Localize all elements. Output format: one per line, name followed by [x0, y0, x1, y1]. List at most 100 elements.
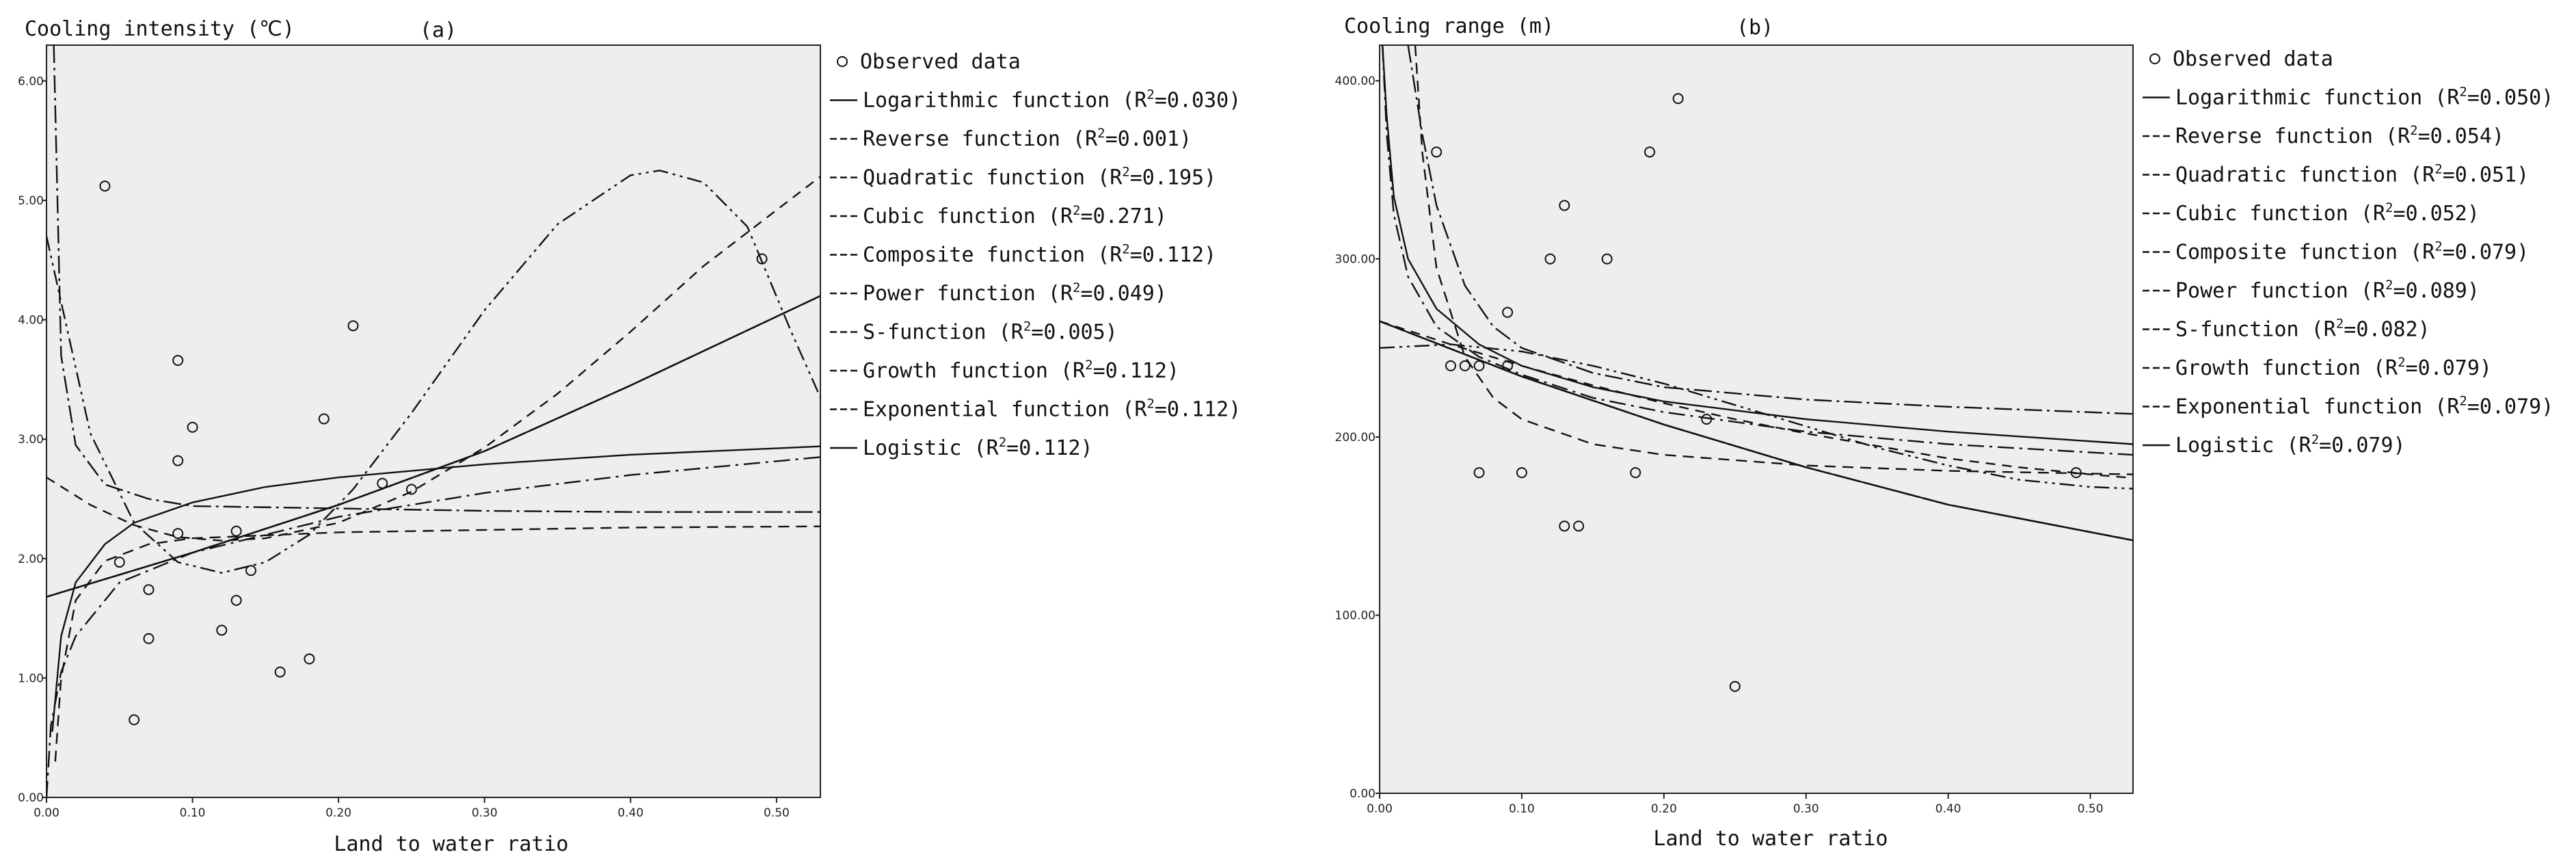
legend-label: Logistic (R2=0.079): [2175, 432, 2406, 458]
y-axis-ticks-a: 0.00 1.00 2.00 3.00 4.00 5.00 6.00: [18, 75, 46, 805]
observed-point: [274, 666, 286, 678]
legend-label: Power function (R2=0.089): [2175, 278, 2480, 303]
legend-label: Composite function (R2=0.079): [2175, 239, 2529, 265]
observed-point: [405, 484, 417, 495]
x-tick-label: 0.50: [764, 806, 790, 820]
x-tick-label: 0.00: [1367, 802, 1393, 816]
curve-reverse-function: [53, 45, 820, 513]
observed-point: [1630, 467, 1641, 479]
legend-label: Logarithmic function (R2=0.050): [2175, 85, 2553, 110]
observed-point: [230, 594, 242, 606]
observed-point: [1729, 680, 1741, 692]
x-axis-ticks-b: 0.00 0.10 0.20 0.30 0.40 0.50: [1367, 793, 2104, 816]
legend-label: Reverse function (R2=0.054): [2175, 123, 2504, 148]
x-tick-label: 0.10: [1509, 802, 1535, 816]
legend-label: Exponential function (R2=0.079): [2175, 394, 2553, 419]
x-tick-label: 0.40: [617, 806, 643, 820]
observed-point: [1473, 360, 1485, 371]
observed-point: [172, 354, 184, 366]
y-tick-label: 6.00: [18, 75, 44, 88]
curve-s-function: [54, 525, 820, 762]
x-tick-label: 0.40: [1935, 802, 1961, 816]
observed-point: [347, 320, 359, 332]
curve-logistic: [1380, 320, 2133, 542]
observed-point: [172, 528, 184, 540]
panel-label-a: (a): [420, 18, 457, 42]
y-tick-label: 100.00: [1335, 609, 1376, 623]
curve-power-function: [1382, 45, 2133, 456]
curve-reverse-function: [1407, 45, 2133, 415]
x-tick-label: 0.00: [33, 806, 59, 820]
observed-point: [1644, 146, 1656, 158]
x-tick-label: 0.30: [472, 806, 498, 820]
curve-power-function: [46, 456, 820, 797]
legend-marker-observed: [2149, 53, 2160, 64]
observed-point: [245, 565, 257, 577]
x-tick-label: 0.50: [2078, 802, 2104, 816]
legend-label: Quadratic function (R2=0.051): [2175, 162, 2529, 187]
legend-label: Cubic function (R2=0.271): [863, 203, 1167, 228]
observed-point: [143, 633, 155, 644]
y-tick-label: 0.00: [1350, 787, 1376, 801]
observed-point: [1573, 520, 1585, 532]
y-tick-label: 2.00: [18, 553, 44, 566]
observed-point: [377, 477, 388, 489]
y-axis-title-b: Cooling range (m): [1344, 14, 1554, 38]
legend-label: S-function (R2=0.005): [863, 319, 1118, 345]
y-tick-label: 400.00: [1335, 75, 1376, 88]
observed-point: [1473, 467, 1485, 479]
observed-point: [1459, 360, 1471, 371]
legend-label: Power function (R2=0.049): [863, 280, 1167, 306]
x-axis-ticks-a: 0.00 0.10 0.20 0.30 0.40 0.50: [33, 797, 790, 820]
plot-area-a: [46, 44, 821, 798]
legend-label: Growth function (R2=0.079): [2175, 355, 2492, 380]
y-axis-ticks-b: 0.00 100.00 200.00 300.00 400.00: [1335, 75, 1380, 801]
legend-label-observed: Observed data: [2173, 47, 2333, 71]
x-tick-label: 0.20: [1651, 802, 1677, 816]
legend-label: Cubic function (R2=0.052): [2175, 200, 2480, 226]
legend-label-observed: Observed data: [860, 50, 1021, 74]
observed-point: [756, 253, 768, 265]
legend-label: Logarithmic function (R2=0.030): [863, 88, 1241, 113]
legend-label: Growth function (R2=0.112): [863, 358, 1179, 383]
curve-s-function: [1414, 45, 2133, 475]
observed-point: [1445, 360, 1456, 371]
y-tick-label: 300.00: [1335, 253, 1376, 267]
legend-label: Logistic (R2=0.112): [863, 435, 1093, 460]
observed-point: [1502, 306, 1514, 318]
observed-point: [172, 455, 184, 466]
observed-point: [1672, 93, 1684, 105]
legend-label: S-function (R2=0.082): [2175, 317, 2430, 342]
y-tick-label: 0.00: [18, 791, 44, 805]
observed-point: [304, 653, 315, 665]
observed-point: [2070, 467, 2082, 479]
observed-point: [1516, 467, 1527, 479]
y-tick-label: 3.00: [18, 433, 44, 447]
curve-logarithmic-function: [51, 445, 820, 732]
observed-point: [113, 557, 125, 568]
observed-point: [216, 624, 228, 636]
chart-panel-a: Cooling intensity (℃) (a) 0.00 0.10 0.20 0.…: [18, 17, 1241, 856]
x-tick-label: 0.20: [325, 806, 351, 820]
curve-quadratic-function: [46, 176, 820, 542]
fitted-curves-a: [46, 45, 820, 797]
observed-point: [1601, 253, 1613, 265]
panel-label-b: (b): [1736, 16, 1773, 40]
x-tick-label: 0.10: [180, 806, 206, 820]
observed-point: [1431, 146, 1443, 158]
observed-point: [318, 413, 330, 425]
y-tick-label: 1.00: [18, 672, 44, 685]
observed-point: [1559, 520, 1570, 532]
y-tick-label: 4.00: [18, 314, 44, 328]
observed-point: [1502, 360, 1514, 371]
curve-cubic-function: [46, 170, 820, 574]
observed-point: [1559, 200, 1570, 211]
curve-cubic-function: [1380, 343, 2133, 490]
legend-label: Quadratic function (R2=0.195): [863, 165, 1216, 190]
observed-point: [1701, 414, 1713, 425]
legend-marker-observed: [837, 56, 848, 67]
fitted-curves-b: [1380, 45, 2133, 542]
x-axis-title-b: Land to water ratio: [1653, 827, 1888, 851]
observed-point: [187, 421, 198, 433]
legend-label: Reverse function (R2=0.001): [863, 126, 1192, 151]
